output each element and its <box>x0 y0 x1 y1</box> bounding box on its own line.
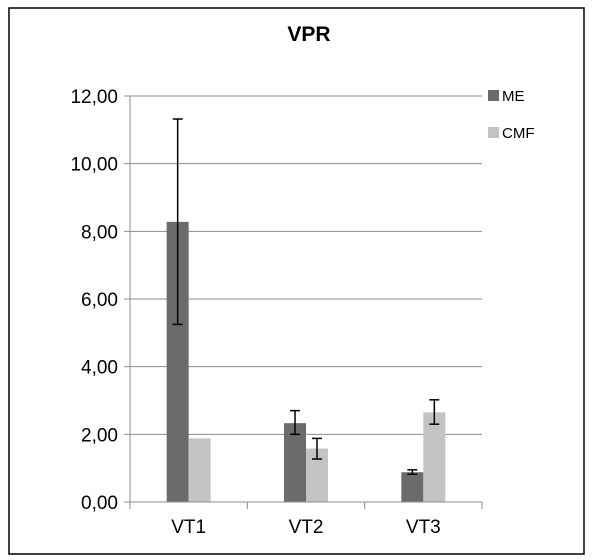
y-tick-label: 2,00 <box>81 425 118 446</box>
bar-cmf-vt3 <box>423 412 446 502</box>
legend-swatch-me <box>488 90 499 101</box>
legend-label-cmf: CMF <box>502 125 535 142</box>
x-tick-label: VT3 <box>406 517 441 538</box>
bars <box>166 221 446 503</box>
y-tick-labels: 0,00 2,00 4,00 6,00 8,00 10,00 12,00 <box>70 87 118 514</box>
y-tick-label: 12,00 <box>70 87 118 108</box>
legend-swatch-cmf <box>488 127 499 138</box>
y-tick-label: 6,00 <box>81 290 118 311</box>
error-bars <box>172 118 440 476</box>
legend: ME CMF <box>488 88 535 142</box>
y-tick-label: 8,00 <box>81 222 118 243</box>
bar-cmf-vt2 <box>306 448 328 502</box>
y-tick-label: 4,00 <box>81 358 118 379</box>
y-tick-label: 0,00 <box>81 493 118 514</box>
bar-me-vt2 <box>284 423 306 502</box>
x-tick-label: VT1 <box>171 517 206 538</box>
y-tick-label: 10,00 <box>70 155 118 176</box>
bar-me-vt3 <box>401 472 424 502</box>
bar-me-vt1 <box>166 221 189 503</box>
axes <box>124 95 483 509</box>
x-tick-label: VT2 <box>289 517 324 538</box>
legend-label-me: ME <box>502 88 525 105</box>
x-tick-labels: VT1 VT2 VT3 <box>171 517 441 538</box>
chart-title: VPR <box>287 23 330 46</box>
bar-cmf-vt1 <box>188 438 211 502</box>
